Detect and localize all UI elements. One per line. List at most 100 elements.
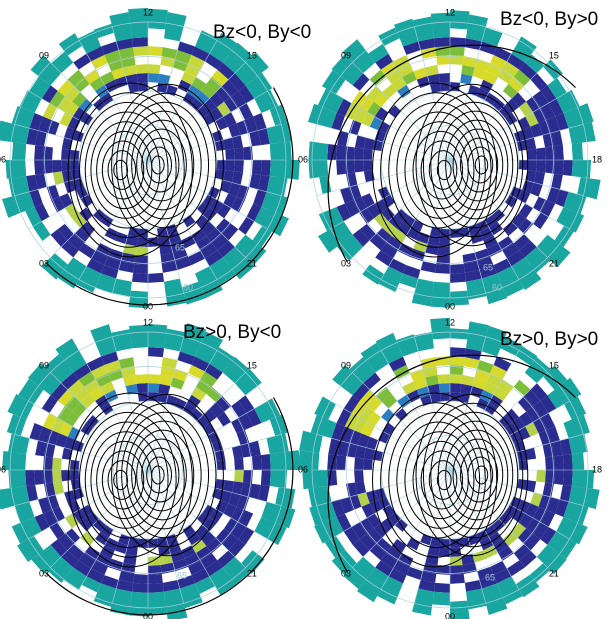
- echo-cell: [42, 413, 58, 430]
- echo-cell: [161, 47, 178, 59]
- echo-cell: [397, 553, 414, 567]
- echo-cell: [64, 203, 80, 219]
- echo-cell: [200, 371, 218, 387]
- contour: [101, 450, 145, 510]
- echo-cell: [556, 89, 580, 113]
- echo-cell: [177, 41, 196, 55]
- echo-cell: [393, 364, 410, 380]
- echo-cell: [406, 227, 421, 241]
- echo-cell: [402, 381, 417, 395]
- echo-cell: [477, 256, 494, 270]
- mlt-label: 21: [549, 568, 559, 578]
- echo-cell: [8, 470, 27, 489]
- echo-cell: [513, 379, 531, 396]
- contour: [111, 83, 224, 247]
- echo-cell: [319, 176, 332, 195]
- echo-cell: [81, 576, 101, 593]
- echo-cell: [165, 287, 187, 307]
- echo-cell: [536, 147, 546, 160]
- echo-cell: [348, 494, 362, 511]
- mlt-label: 06: [0, 464, 6, 474]
- echo-cell: [331, 54, 357, 80]
- echo-cell: [450, 600, 470, 619]
- echo-cell: [366, 101, 382, 117]
- echo-cell: [377, 496, 391, 509]
- echo-cell: [223, 170, 235, 183]
- echo-cell: [104, 360, 121, 374]
- echo-cell: [524, 246, 548, 270]
- mlt-label: 09: [341, 360, 351, 370]
- mlt-line: [380, 350, 451, 471]
- echo-cell: [479, 389, 494, 403]
- echo-cell: [343, 395, 360, 414]
- echo-cell: [353, 107, 367, 124]
- echo-cell: [215, 85, 232, 102]
- echo-cell: [460, 383, 473, 395]
- echo-cell: [430, 290, 450, 308]
- echo-cell: [204, 53, 223, 70]
- echo-cell: [217, 240, 235, 258]
- echo-cell: [246, 203, 262, 222]
- echo-cell: [533, 417, 547, 434]
- echo-cell: [231, 417, 245, 434]
- echo-cell: [530, 563, 551, 583]
- echo-cell: [530, 123, 543, 138]
- mlt-line: [449, 159, 548, 258]
- echo-cell: [439, 538, 450, 548]
- echo-cell: [525, 447, 537, 460]
- contour: [141, 447, 180, 503]
- mlt-label: 09: [39, 50, 49, 60]
- contour: [396, 421, 481, 539]
- echo-cell: [436, 565, 450, 575]
- echo-cell: [380, 553, 398, 569]
- echo-cell: [369, 116, 383, 131]
- echo-cell: [34, 160, 45, 175]
- echo-cell: [391, 76, 407, 92]
- echo-cell: [486, 373, 503, 387]
- mlt-line: [316, 159, 451, 197]
- echo-cell: [354, 470, 364, 483]
- echo-cell: [209, 198, 224, 213]
- echo-cell: [238, 510, 254, 527]
- mlt-line: [14, 159, 149, 197]
- echo-cell: [547, 77, 567, 99]
- lat-label: 65: [175, 242, 185, 252]
- echo-cell: [438, 547, 450, 557]
- echo-cell: [191, 568, 210, 584]
- contour: [380, 402, 492, 558]
- echo-cell: [369, 567, 389, 585]
- echo-cell: [380, 243, 398, 259]
- echo-cell: [128, 7, 148, 30]
- echo-cell: [186, 531, 201, 546]
- echo-cell: [182, 591, 203, 609]
- echo-cell: [203, 408, 217, 423]
- echo-cell: [217, 550, 235, 568]
- echo-cell: [450, 290, 470, 306]
- echo-cell: [67, 234, 85, 251]
- echo-cell: [493, 258, 512, 274]
- echo-cell: [231, 171, 244, 185]
- echo-cell: [244, 116, 258, 133]
- contour: [90, 431, 161, 529]
- echo-cell: [228, 42, 253, 67]
- echo-cell: [50, 383, 68, 401]
- contour: [131, 119, 195, 211]
- echo-cell: [100, 351, 119, 365]
- contour: [452, 128, 504, 202]
- echo-cell: [80, 531, 96, 547]
- echo-cell: [530, 182, 543, 197]
- mlt-label: 15: [549, 360, 559, 370]
- echo-cell: [107, 368, 124, 382]
- echo-cell: [467, 287, 487, 300]
- echo-cell: [148, 8, 168, 30]
- mlt-line: [352, 159, 451, 258]
- echo-cell: [366, 513, 382, 529]
- echo-cell: [249, 440, 261, 457]
- echo-cell: [159, 243, 173, 256]
- echo-cell: [148, 64, 161, 74]
- echo-cell: [73, 227, 90, 244]
- echo-cell: [571, 504, 589, 525]
- echo-cell: [363, 447, 375, 460]
- echo-cell: [78, 371, 96, 387]
- mlt-line: [380, 40, 451, 161]
